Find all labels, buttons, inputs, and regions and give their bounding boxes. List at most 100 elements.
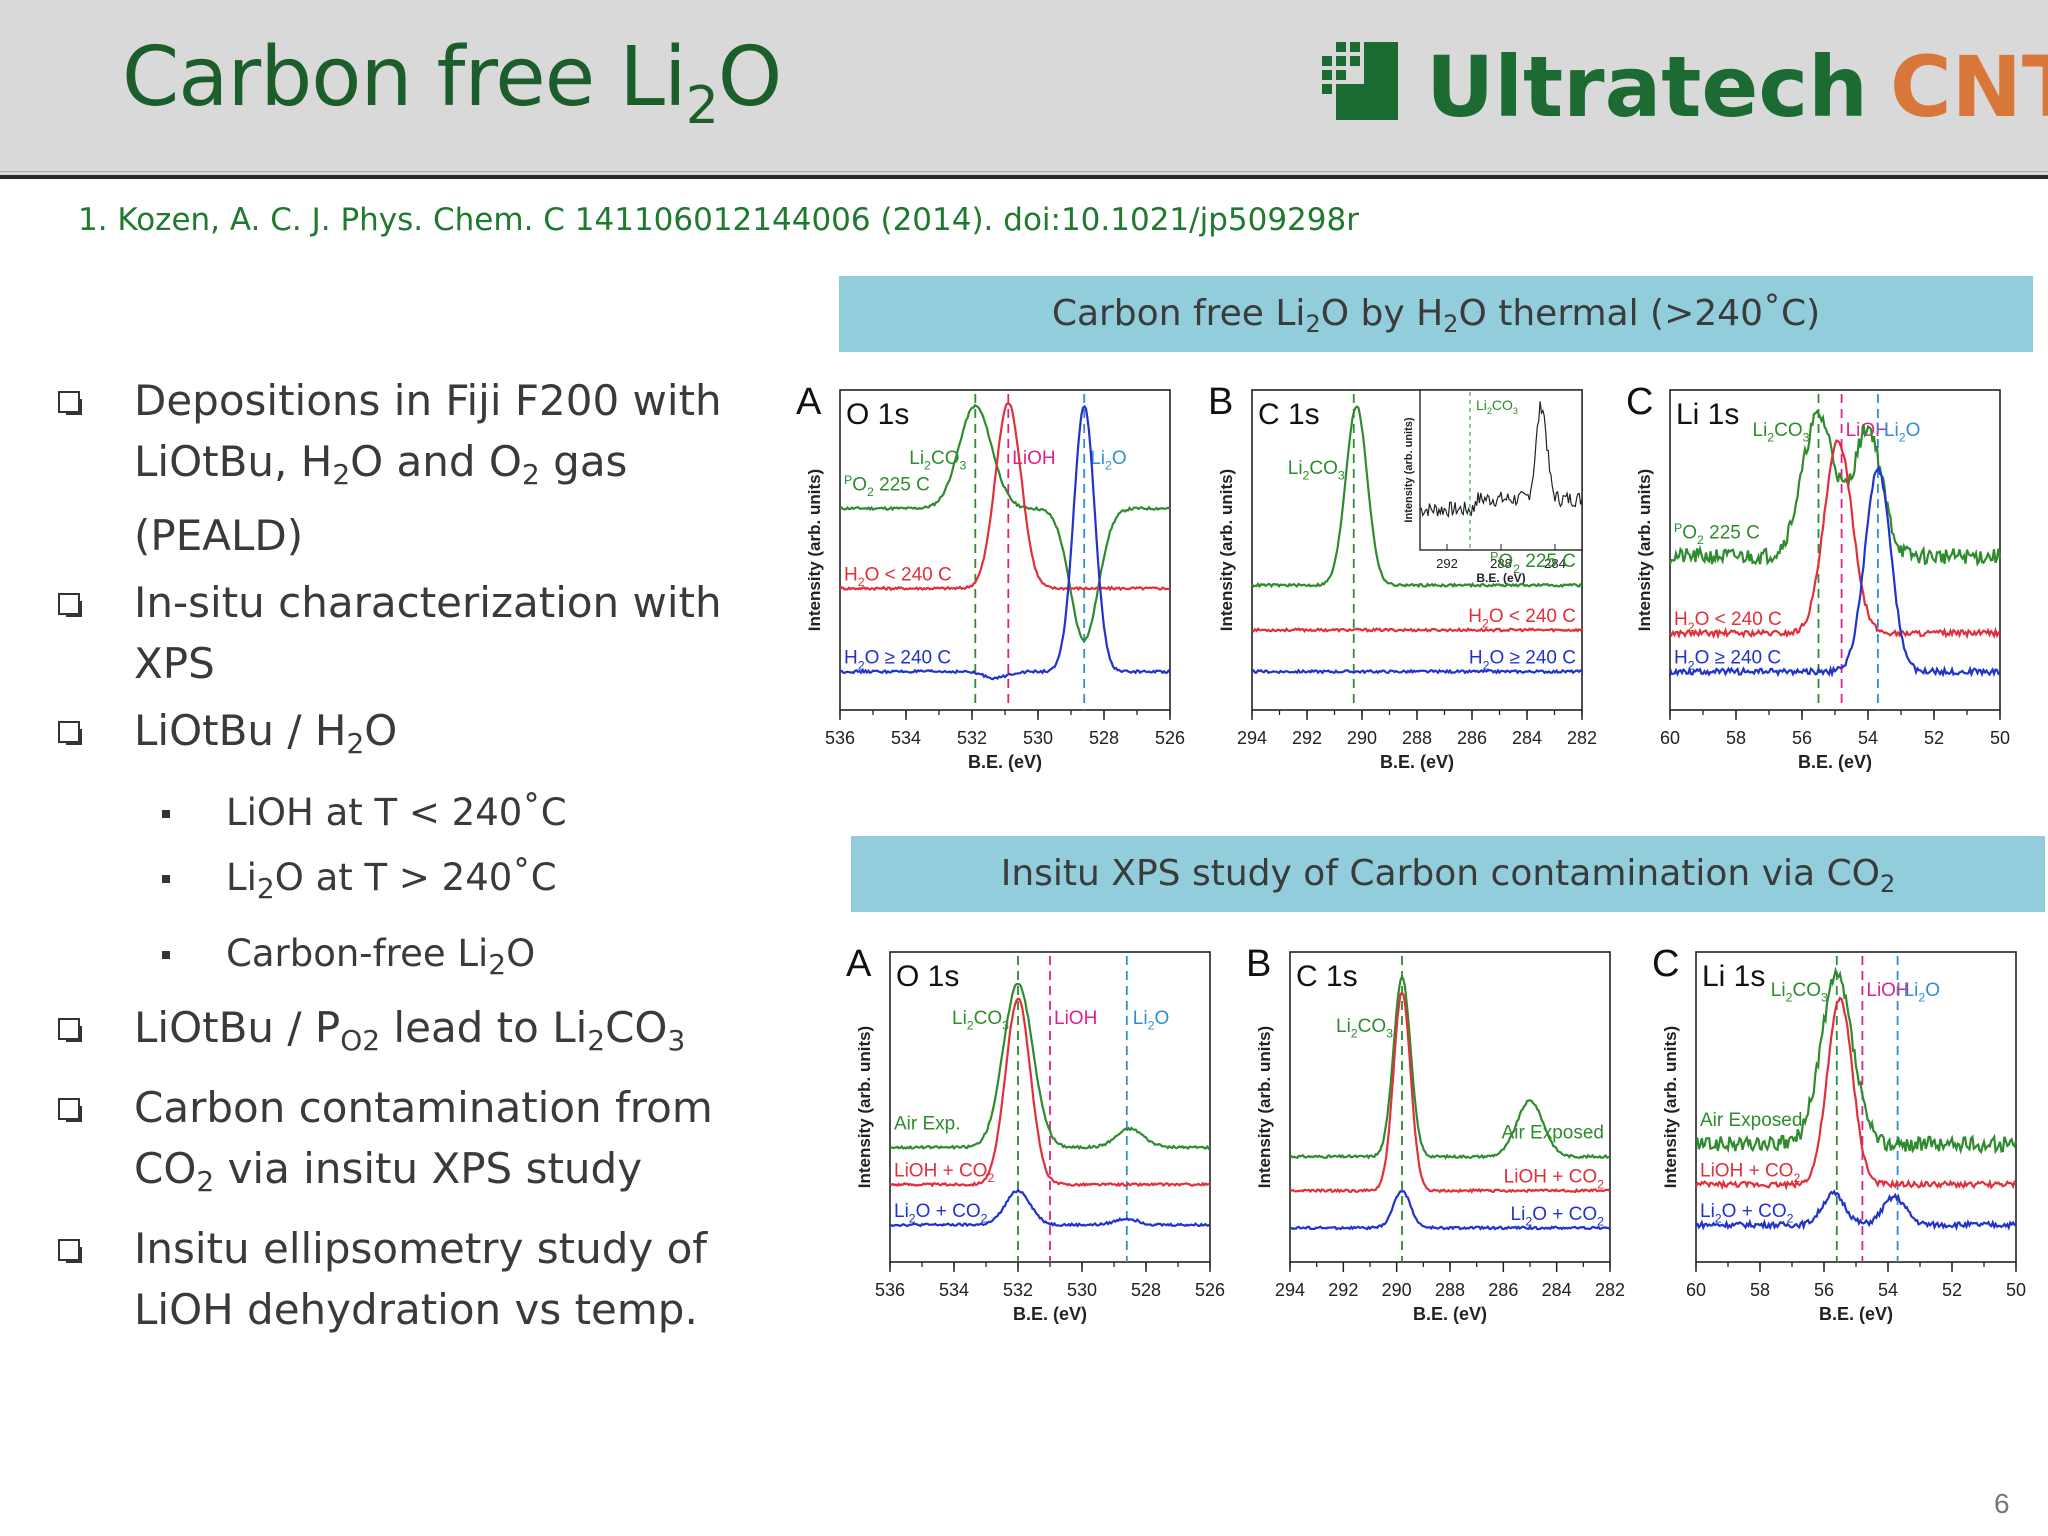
panel-title: O 1s [896,960,959,993]
x-axis-label: B.E. (eV) [1380,752,1454,772]
x-tick-label: 54 [1858,728,1878,748]
inset-line-label: Li2CO3 [1476,397,1518,416]
ultratech-cnt-logo: UltratechCNT [1322,36,2048,136]
text-run: O at T > 240˚C [274,856,557,899]
text-run: LiOtBu / H [134,706,347,755]
sub-bullet-item: Li2O at T > 240˚C [52,845,752,921]
text-run: O [364,706,398,755]
inset-frame [1419,389,1583,551]
x-tick-label: 294 [1237,728,1267,748]
spectrum-line [1668,409,2002,567]
y-axis-label: Intensity (arb. units) [1255,1026,1274,1188]
x-tick-label: 56 [1814,1280,1834,1300]
xps-figure-bottom: 536 534 532 530 528 526 B.E. (eV) Intensity (ar… [846,943,2026,1324]
checkbox-bullet-icon [58,1098,82,1122]
x-tick-label: 530 [1023,728,1053,748]
checkbox-bullet-icon [58,1018,82,1042]
text-run: Insitu XPS study of Carbon contamination… [1000,853,1880,894]
x-tick-label: 526 [1195,1280,1225,1300]
bullet-item: In-situ characterization with XPS [52,572,752,694]
series-label: H2O < 240 C [844,564,952,589]
reference-line-label: Li2CO3 [952,1008,1009,1033]
text-run: Carbon-free Li [226,932,489,975]
spectrum-line [839,404,1171,681]
x-tick-label: 526 [1155,728,1185,748]
spectrum-line [1289,990,1611,1194]
subscript: 2 [332,458,351,491]
bullet-item: LiOtBu / H2O [52,700,752,774]
text-run: via insitu XPS study [214,1144,643,1193]
spectrum-line [1668,464,2001,678]
x-tick-label: 52 [1924,728,1944,748]
x-tick-label: 284 [1542,1280,1572,1300]
logo-cnt-text: CNT [1889,38,2048,136]
x-tick-label: 50 [2006,1280,2026,1300]
y-axis-label: Intensity (arb. units) [805,469,824,631]
spectrum-line [889,1188,1211,1228]
x-tick-label: 536 [875,1280,905,1300]
inset-tick-label: 284 [1544,556,1566,571]
text-run: Carbon free Li [1051,293,1306,334]
spectrum-line [1289,1189,1611,1231]
x-axis-label: B.E. (eV) [1413,1304,1487,1324]
subscript: 2 [346,727,365,760]
reference-line-label: LiOH [1012,448,1055,469]
spectrum-line [1289,973,1610,1160]
spectrum-line [839,402,1171,592]
panel-title: C 1s [1258,398,1320,431]
x-tick-label: 284 [1512,728,1542,748]
x-axis-label: B.E. (eV) [1798,752,1872,772]
subscript: 2 [521,458,540,491]
xps-panel-a: 536 534 532 530 528 526 B.E. (eV) Intensity (ar… [796,381,1185,772]
panel-title: O 1s [846,398,909,431]
logo-ultratech-text: Ultratech [1426,38,1868,136]
x-tick-label: 60 [1686,1280,1706,1300]
series-label: Air Exp. [894,1113,961,1134]
series-label: LiOH + CO2 [1504,1167,1604,1192]
x-tick-label: 60 [1660,728,1680,748]
x-tick-label: 534 [939,1280,969,1300]
x-tick-label: 58 [1726,728,1746,748]
spectrum-line [889,997,1211,1188]
x-tick-label: 290 [1347,728,1377,748]
xps-panel-b: 294 292 290 288 286 284 282 B.E. (eV) Intensity … [1246,943,1625,1324]
x-tick-label: 54 [1878,1280,1898,1300]
x-tick-label: 536 [825,728,855,748]
y-axis-label: Intensity (arb. units) [1217,469,1236,631]
subscript: 2 [1305,310,1321,338]
bullet-item: Depositions in Fiji F200 with LiOtBu, H2… [52,370,752,566]
xps-figure-top: 536 534 532 530 528 526 B.E. (eV) Intensity (ar… [796,381,2010,772]
bullet-item: Insitu ellipsometry study of LiOH dehydr… [52,1218,752,1340]
text-run: Li [226,856,257,899]
spectrum-line [1669,439,2001,640]
x-tick-label: 534 [891,728,921,748]
y-axis-label: Intensity (arb. units) [855,1026,874,1188]
text-run: gas (PEALD) [134,437,628,560]
text-run: LiOH at T < 240˚C [226,791,567,834]
subscript: 2 [1443,310,1459,338]
text-run: lead to Li [380,1003,588,1052]
subscript: 2 [1879,870,1896,898]
text-run: Depositions in Fiji F200 with LiOtBu, H [134,376,722,486]
x-tick-label: 532 [1003,1280,1033,1300]
y-axis-label: Intensity (arb. units) [1661,1026,1680,1188]
x-tick-label: 294 [1275,1280,1305,1300]
text-run: LiOtBu / P [134,1003,341,1052]
panel-letter: A [846,943,872,985]
slide-title: Carbon free Li2O [122,30,782,136]
sub-bullet-item: LiOH at T < 240˚C [52,780,752,845]
x-tick-label: 530 [1067,1280,1097,1300]
text-run: Insitu ellipsometry study of LiOH dehydr… [134,1224,708,1334]
x-tick-label: 290 [1382,1280,1412,1300]
subscript: O2 [340,1024,381,1057]
x-tick-label: 58 [1750,1280,1770,1300]
text-run: In-situ characterization with XPS [134,578,722,688]
bullet-item: Carbon contamination from CO2 via insitu… [52,1077,752,1212]
bullet-list: Depositions in Fiji F200 with LiOtBu, H2… [52,370,752,1346]
panel-letter: C [1652,943,1679,985]
series-label: PO2 225 C [1674,521,1760,547]
series-label: H2O < 240 C [1468,606,1576,631]
series-label: Li2O + CO2 [894,1201,988,1226]
reference-line-label: LiOH [1054,1008,1097,1029]
xps-panel-c: 60 58 56 54 52 50 B.E. (eV) Intensity (arb. uni… [1626,381,2010,772]
